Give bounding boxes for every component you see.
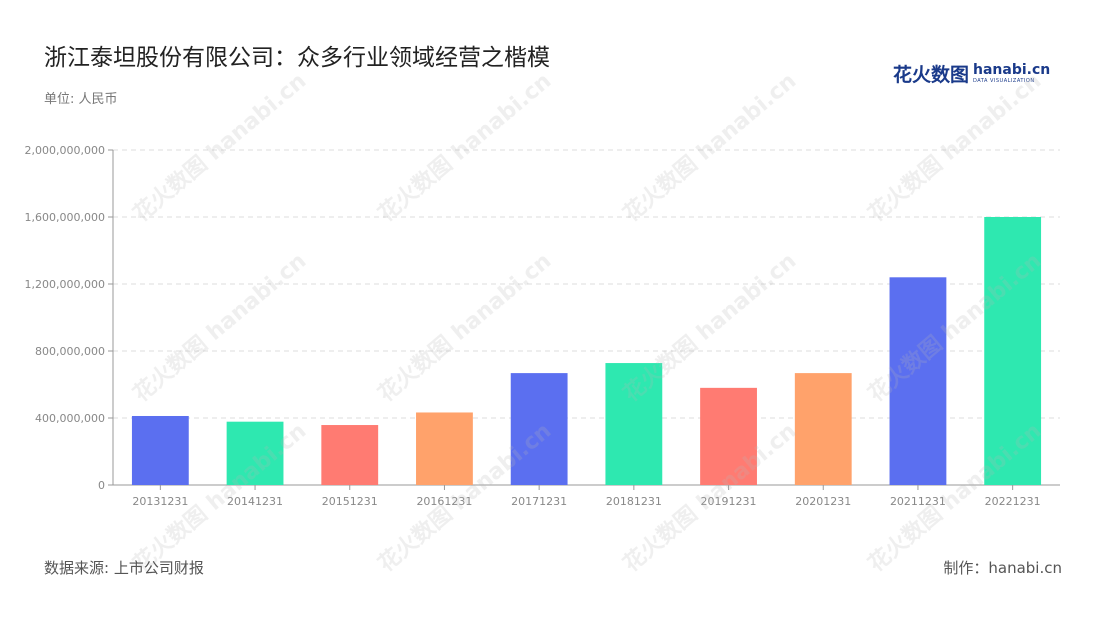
y-tick-label: 2,000,000,000 [25,144,105,157]
y-tick-label: 400,000,000 [35,412,105,425]
bar [131,415,189,485]
x-tick-label: 20141231 [227,495,283,508]
y-tick-label: 800,000,000 [35,345,105,358]
credit-text: 制作：hanabi.cn [943,559,1062,577]
bar [700,387,757,485]
x-tick-label: 20131231 [132,495,188,508]
x-tick-label: 20181231 [606,495,662,508]
x-tick-label: 20161231 [416,495,472,508]
bar [794,373,852,485]
y-tick-label: 1,200,000,000 [25,278,105,291]
bar [226,421,284,485]
unit-label: 单位: 人民币 [44,92,118,107]
brand-logo: 花火数图 hanabi.cn DATA VISUALIZATION [893,60,1050,87]
y-tick-label: 1,600,000,000 [25,211,105,224]
bar [984,217,1042,485]
y-tick-label: 0 [98,479,105,492]
bar [605,363,663,485]
chart-title: 浙江泰坦股份有限公司：众多行业领域经营之楷模 [44,45,550,71]
bar [889,277,947,485]
logo-subtitle: DATA VISUALIZATION [973,78,1035,84]
x-tick-label: 20221231 [985,495,1041,508]
x-tick-label: 20171231 [511,495,567,508]
bar [510,373,568,485]
x-tick-label: 20201231 [795,495,851,508]
logo-english-text: hanabi.cn [973,62,1051,78]
x-tick-label: 20211231 [890,495,946,508]
bar [321,425,379,485]
data-source: 数据来源: 上市公司财报 [44,559,204,577]
x-tick-label: 20191231 [701,495,757,508]
logo-english-block: hanabi.cn DATA VISUALIZATION [973,63,1050,84]
logo-chinese-text: 花火数图 [893,64,970,86]
x-tick-label: 20151231 [322,495,378,508]
bar [416,412,473,485]
